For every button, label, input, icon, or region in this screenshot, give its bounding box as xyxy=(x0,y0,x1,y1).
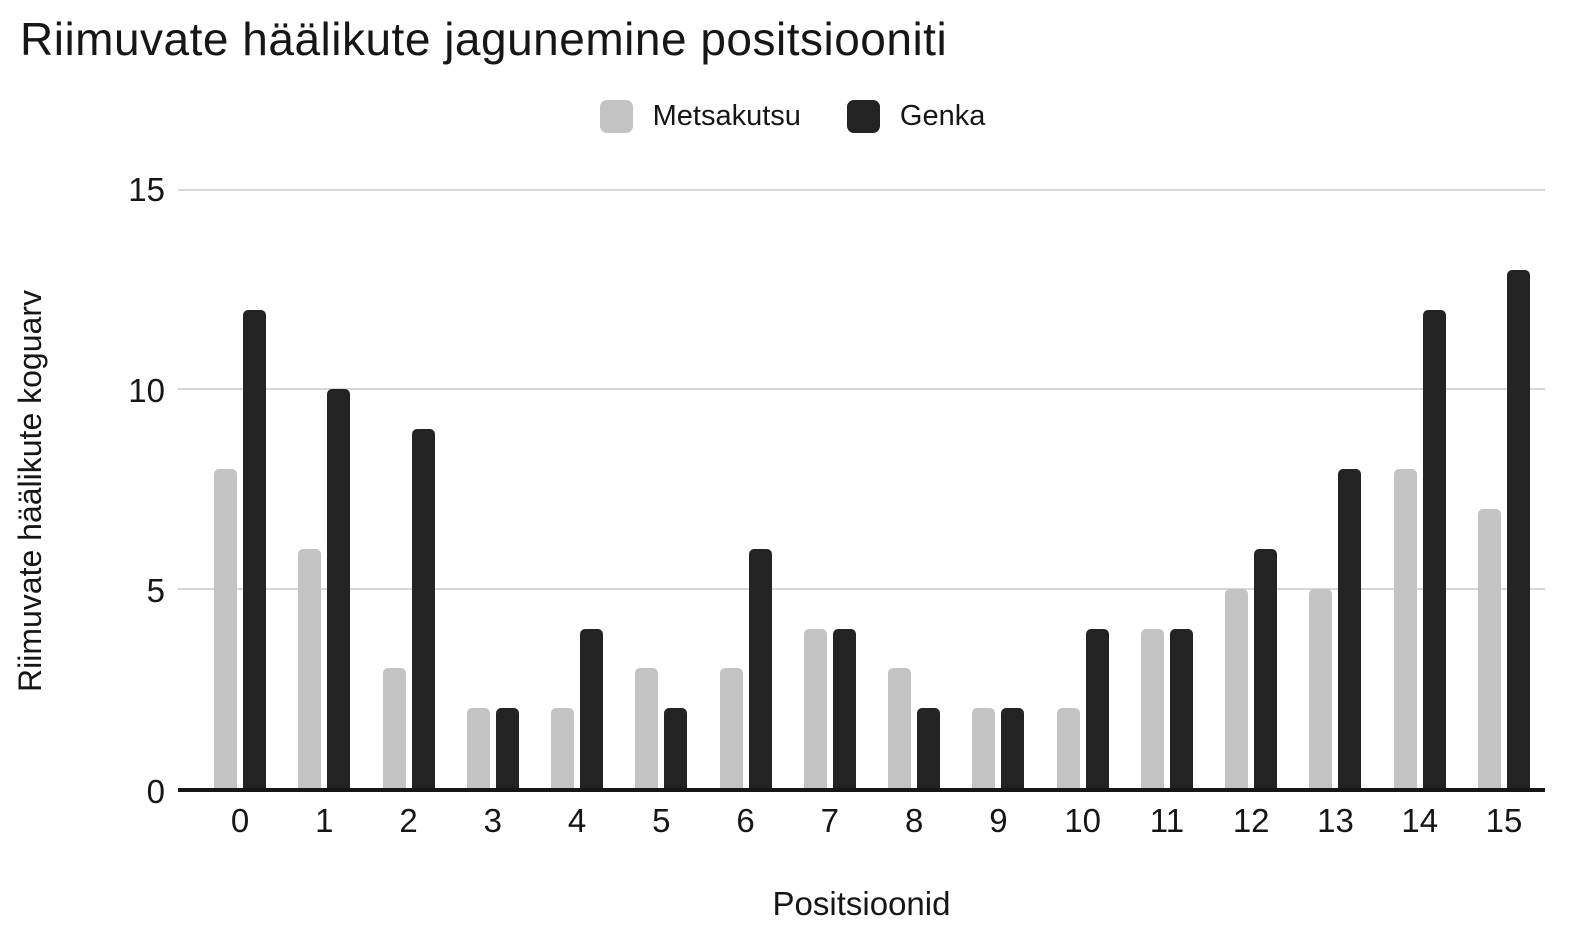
bar-genka-4 xyxy=(580,628,604,788)
bar-metsakutsu-4 xyxy=(551,708,575,788)
bar-group-14: 14 xyxy=(1393,190,1446,839)
x-tick-label: 7 xyxy=(820,802,840,839)
bar-genka-15 xyxy=(1506,269,1530,788)
bar-genka-7 xyxy=(832,628,856,788)
x-tick-label: 6 xyxy=(736,802,755,839)
legend-item-metsakutsu: Metsakutsu xyxy=(599,100,801,133)
y-axis-ticks: 0 5 10 15 xyxy=(0,171,165,810)
bar-group-2: 2 xyxy=(382,190,435,839)
gridline xyxy=(178,388,1545,391)
bar-group-15: 15 xyxy=(1477,190,1530,839)
y-tick-label: 15 xyxy=(128,171,165,208)
x-tick-label: 3 xyxy=(483,802,502,839)
gridline xyxy=(178,587,1545,590)
x-tick-label: 8 xyxy=(904,802,924,839)
legend-item-genka: Genka xyxy=(846,100,986,133)
bar-genka-13 xyxy=(1338,469,1362,788)
x-tick-label: 4 xyxy=(567,802,587,839)
bar-metsakutsu-1 xyxy=(298,548,322,788)
bar-group-4: 4 xyxy=(551,190,604,839)
bar-metsakutsu-3 xyxy=(466,708,490,788)
y-tick-label: 0 xyxy=(146,773,165,810)
x-tick-label: 5 xyxy=(652,802,671,839)
bar-metsakutsu-5 xyxy=(635,668,659,788)
bar-metsakutsu-9 xyxy=(972,708,996,788)
bar-genka-5 xyxy=(664,708,688,788)
bar-group-11: 11 xyxy=(1140,190,1193,839)
bar-group-13: 13 xyxy=(1309,190,1362,839)
bar-genka-3 xyxy=(495,708,519,788)
bar-group-8: 8 xyxy=(888,190,941,839)
plot-area: 0 1 2 3 4 5 6 7 8 9 10 11 12 13 14 15 xyxy=(178,189,1545,839)
bar-genka-10 xyxy=(1085,628,1109,788)
x-tick-label: 10 xyxy=(1064,802,1102,839)
bar-group-6: 6 xyxy=(719,190,772,839)
x-tick-label: 12 xyxy=(1232,802,1270,839)
bar-metsakutsu-15 xyxy=(1477,508,1501,788)
bars-row: 0 1 2 3 4 5 6 7 8 9 10 11 12 13 14 15 xyxy=(178,190,1545,839)
bar-genka-1 xyxy=(327,389,351,788)
bar-group-10: 10 xyxy=(1056,190,1109,839)
x-tick-label: 13 xyxy=(1317,802,1354,839)
gridline xyxy=(178,189,1545,191)
y-tick-label: 5 xyxy=(146,572,165,610)
chart-title: Riimuvate häälikute jagunemine positsioo… xyxy=(20,13,948,65)
x-axis-title: Positsioonid xyxy=(772,885,951,922)
bar-genka-12 xyxy=(1254,548,1278,788)
legend-swatch-metsakutsu xyxy=(599,100,633,133)
bar-group-9: 9 xyxy=(972,190,1025,839)
bar-metsakutsu-12 xyxy=(1225,588,1249,788)
bar-group-7: 7 xyxy=(803,190,856,839)
bar-group-1: 1 xyxy=(298,190,351,839)
y-tick-label: 10 xyxy=(128,371,165,409)
x-tick-label: 1 xyxy=(315,802,334,839)
bar-genka-6 xyxy=(748,548,772,788)
bar-genka-14 xyxy=(1422,309,1446,788)
x-tick-label: 14 xyxy=(1401,802,1439,839)
bar-group-0: 0 xyxy=(214,190,266,839)
bar-metsakutsu-8 xyxy=(888,668,912,788)
bar-metsakutsu-0 xyxy=(214,469,237,788)
bar-metsakutsu-2 xyxy=(382,668,406,788)
bar-genka-9 xyxy=(1001,708,1025,788)
bar-metsakutsu-14 xyxy=(1393,469,1417,788)
x-tick-label: 15 xyxy=(1485,802,1523,839)
x-tick-label: 9 xyxy=(989,802,1008,839)
bar-group-12: 12 xyxy=(1225,190,1278,839)
chart-legend: Metsakutsu Genka xyxy=(0,100,1585,133)
bar-metsakutsu-7 xyxy=(803,628,827,788)
legend-label-metsakutsu: Metsakutsu xyxy=(652,100,801,132)
x-tick-label: 0 xyxy=(230,802,250,839)
legend-label-genka: Genka xyxy=(899,100,986,132)
bar-metsakutsu-13 xyxy=(1309,588,1333,788)
bar-genka-0 xyxy=(243,309,266,788)
bar-genka-2 xyxy=(411,429,435,788)
legend-swatch-genka xyxy=(846,100,880,133)
bar-genka-8 xyxy=(917,708,941,788)
bar-metsakutsu-11 xyxy=(1140,628,1164,788)
x-tick-label: 11 xyxy=(1149,802,1185,839)
bar-group-3: 3 xyxy=(466,190,519,839)
bar-metsakutsu-10 xyxy=(1056,708,1080,788)
bar-genka-11 xyxy=(1169,628,1193,788)
bar-group-5: 5 xyxy=(635,190,688,839)
bar-metsakutsu-6 xyxy=(719,668,743,788)
x-tick-label: 2 xyxy=(399,802,418,839)
